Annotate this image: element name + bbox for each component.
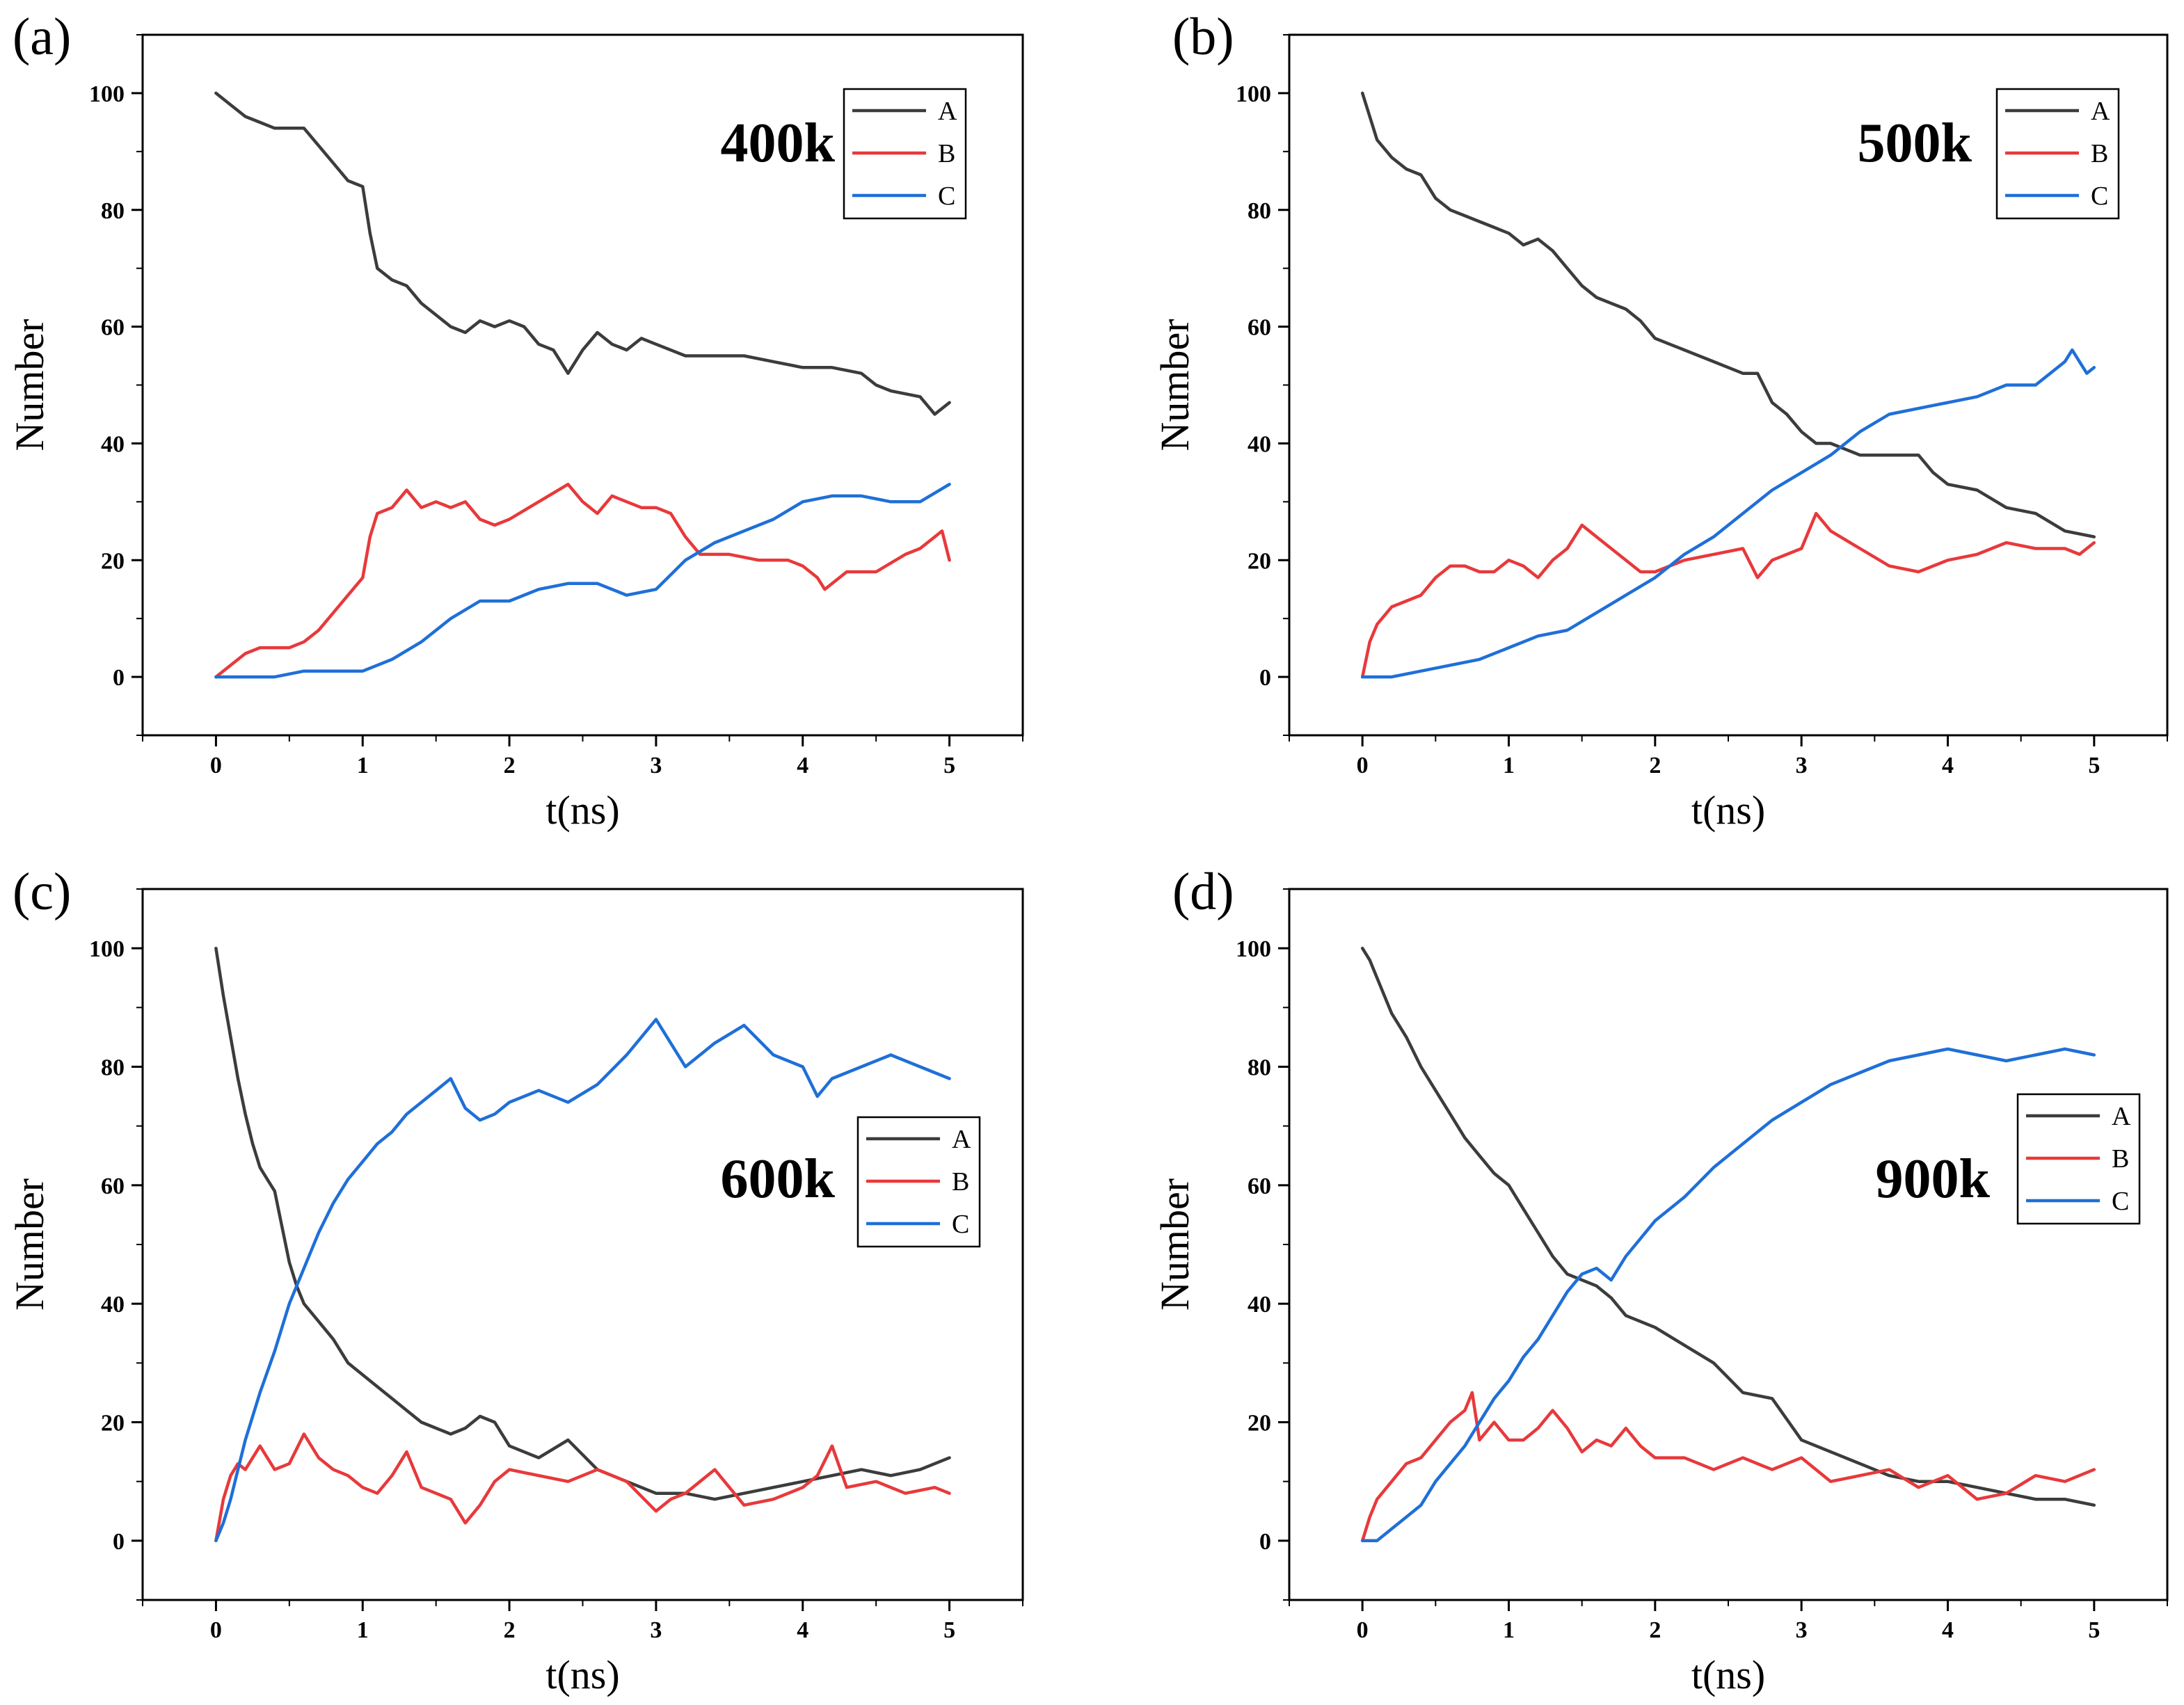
legend-label-A: A: [952, 1125, 971, 1154]
series-line-A: [1360, 91, 2096, 538]
panel-d: (d) 0 1 2 3 4 5 0 20 40 60 80 100 t(ns) Number 900k ABC: [1152, 863, 2169, 1697]
legend-label-B: B: [952, 1167, 969, 1196]
x-tick-label: 3: [650, 1617, 662, 1643]
y-tick-label: 0: [1259, 665, 1271, 691]
y-tick-label: 40: [101, 1292, 125, 1318]
y-tick-label: 0: [1259, 1529, 1271, 1555]
y-tick-label: 20: [1248, 1411, 1271, 1436]
series-line-C: [214, 482, 951, 679]
legend: ABC: [856, 1116, 981, 1248]
panel-b: (b) 0 1 2 3 4 5 0 20 40 60 80 100 t(ns) Number 500k ABC: [1152, 8, 2169, 833]
x-tick-label: 0: [1357, 1617, 1369, 1643]
y-tick-label: 60: [1248, 315, 1271, 341]
legend-label-B: B: [2112, 1144, 2129, 1174]
y-tick-label: 100: [1236, 81, 1271, 107]
y-axis-label: Number: [1152, 1178, 1197, 1311]
y-tick-label: 80: [1248, 198, 1271, 224]
y-tick-label: 60: [1248, 1174, 1271, 1199]
temperature-label: 400k: [721, 113, 836, 174]
y-tick-label: 80: [101, 1055, 125, 1081]
y-tick-label: 80: [1248, 1055, 1271, 1081]
legend-label-B: B: [2091, 139, 2108, 168]
x-tick-label: 5: [943, 753, 955, 778]
series-line-A: [214, 946, 951, 1501]
legend-label-A: A: [2112, 1102, 2131, 1131]
legend-label-A: A: [938, 97, 957, 126]
x-tick-label: 2: [1649, 753, 1661, 778]
x-tick-label: 5: [943, 1617, 955, 1643]
series-line-B: [1360, 1391, 2096, 1543]
temperature-label: 600k: [721, 1148, 836, 1210]
legend: ABC: [1995, 88, 2120, 220]
legend-label-C: C: [938, 182, 955, 211]
x-tick-label: 4: [1942, 1617, 1954, 1643]
series-line-C: [1360, 348, 2096, 679]
temperature-label: 500k: [1858, 113, 1972, 174]
x-axis-label: t(ns): [545, 1652, 619, 1697]
series-line-A: [1360, 946, 2096, 1507]
panel-label: (b): [1172, 8, 1234, 66]
x-tick-label: 0: [210, 753, 222, 778]
x-tick-label: 4: [797, 1617, 808, 1643]
x-tick-label: 5: [2088, 1617, 2100, 1643]
legend: ABC: [843, 88, 967, 220]
series-line-C: [214, 1018, 951, 1543]
x-tick-label: 1: [357, 1617, 369, 1643]
series-line-B: [214, 1432, 951, 1543]
y-tick-label: 40: [1248, 1292, 1271, 1318]
y-tick-label: 100: [1236, 936, 1271, 962]
y-tick-label: 100: [89, 81, 125, 107]
x-tick-label: 1: [357, 753, 369, 778]
x-axis-label: t(ns): [1691, 787, 1765, 833]
y-tick-label: 0: [113, 1529, 125, 1555]
x-tick-label: 1: [1503, 753, 1515, 778]
y-tick-label: 20: [1248, 548, 1271, 574]
y-tick-label: 40: [101, 431, 125, 457]
y-tick-label: 100: [89, 936, 125, 962]
series-line-A: [214, 91, 951, 416]
panel-label: (a): [13, 8, 71, 66]
y-tick-label: 20: [101, 1411, 125, 1436]
legend-label-B: B: [938, 139, 955, 168]
x-tick-label: 3: [650, 753, 662, 778]
legend-label-A: A: [2091, 97, 2110, 126]
x-tick-label: 0: [210, 1617, 222, 1643]
x-tick-label: 2: [1649, 1617, 1661, 1643]
legend-label-C: C: [2091, 182, 2108, 211]
x-tick-label: 3: [1796, 1617, 1808, 1643]
x-tick-label: 2: [504, 1617, 516, 1643]
y-axis-label: Number: [1152, 319, 1197, 451]
y-tick-label: 60: [101, 315, 125, 341]
series-line-C: [1360, 1047, 2096, 1543]
legend-label-C: C: [2112, 1187, 2129, 1216]
y-tick-label: 20: [101, 548, 125, 574]
temperature-label: 900k: [1876, 1148, 1991, 1210]
legend-label-C: C: [952, 1210, 969, 1239]
x-tick-label: 4: [797, 753, 808, 778]
y-tick-label: 40: [1248, 431, 1271, 457]
panel-c: (c) 0 1 2 3 4 5 0 20 40 60 80 100 t(ns) Number 600k ABC: [7, 863, 1024, 1697]
x-tick-label: 4: [1942, 753, 1954, 778]
y-tick-label: 0: [113, 665, 125, 691]
y-axis-label: Number: [7, 1178, 52, 1311]
y-tick-label: 60: [101, 1174, 125, 1199]
x-tick-label: 2: [504, 753, 516, 778]
y-axis-label: Number: [7, 319, 52, 451]
plot-frame: [1288, 888, 2169, 1601]
series-line-B: [214, 482, 951, 679]
x-tick-label: 1: [1503, 1617, 1515, 1643]
series-line-B: [1360, 511, 2096, 679]
y-tick-label: 80: [101, 198, 125, 224]
x-tick-label: 3: [1796, 753, 1808, 778]
panel-label: (c): [13, 863, 71, 921]
x-tick-label: 0: [1357, 753, 1369, 778]
x-axis-label: t(ns): [1691, 1652, 1765, 1697]
panel-label: (d): [1172, 863, 1234, 921]
legend: ABC: [2016, 1093, 2141, 1225]
x-axis-label: t(ns): [545, 787, 619, 833]
x-tick-label: 5: [2088, 753, 2100, 778]
